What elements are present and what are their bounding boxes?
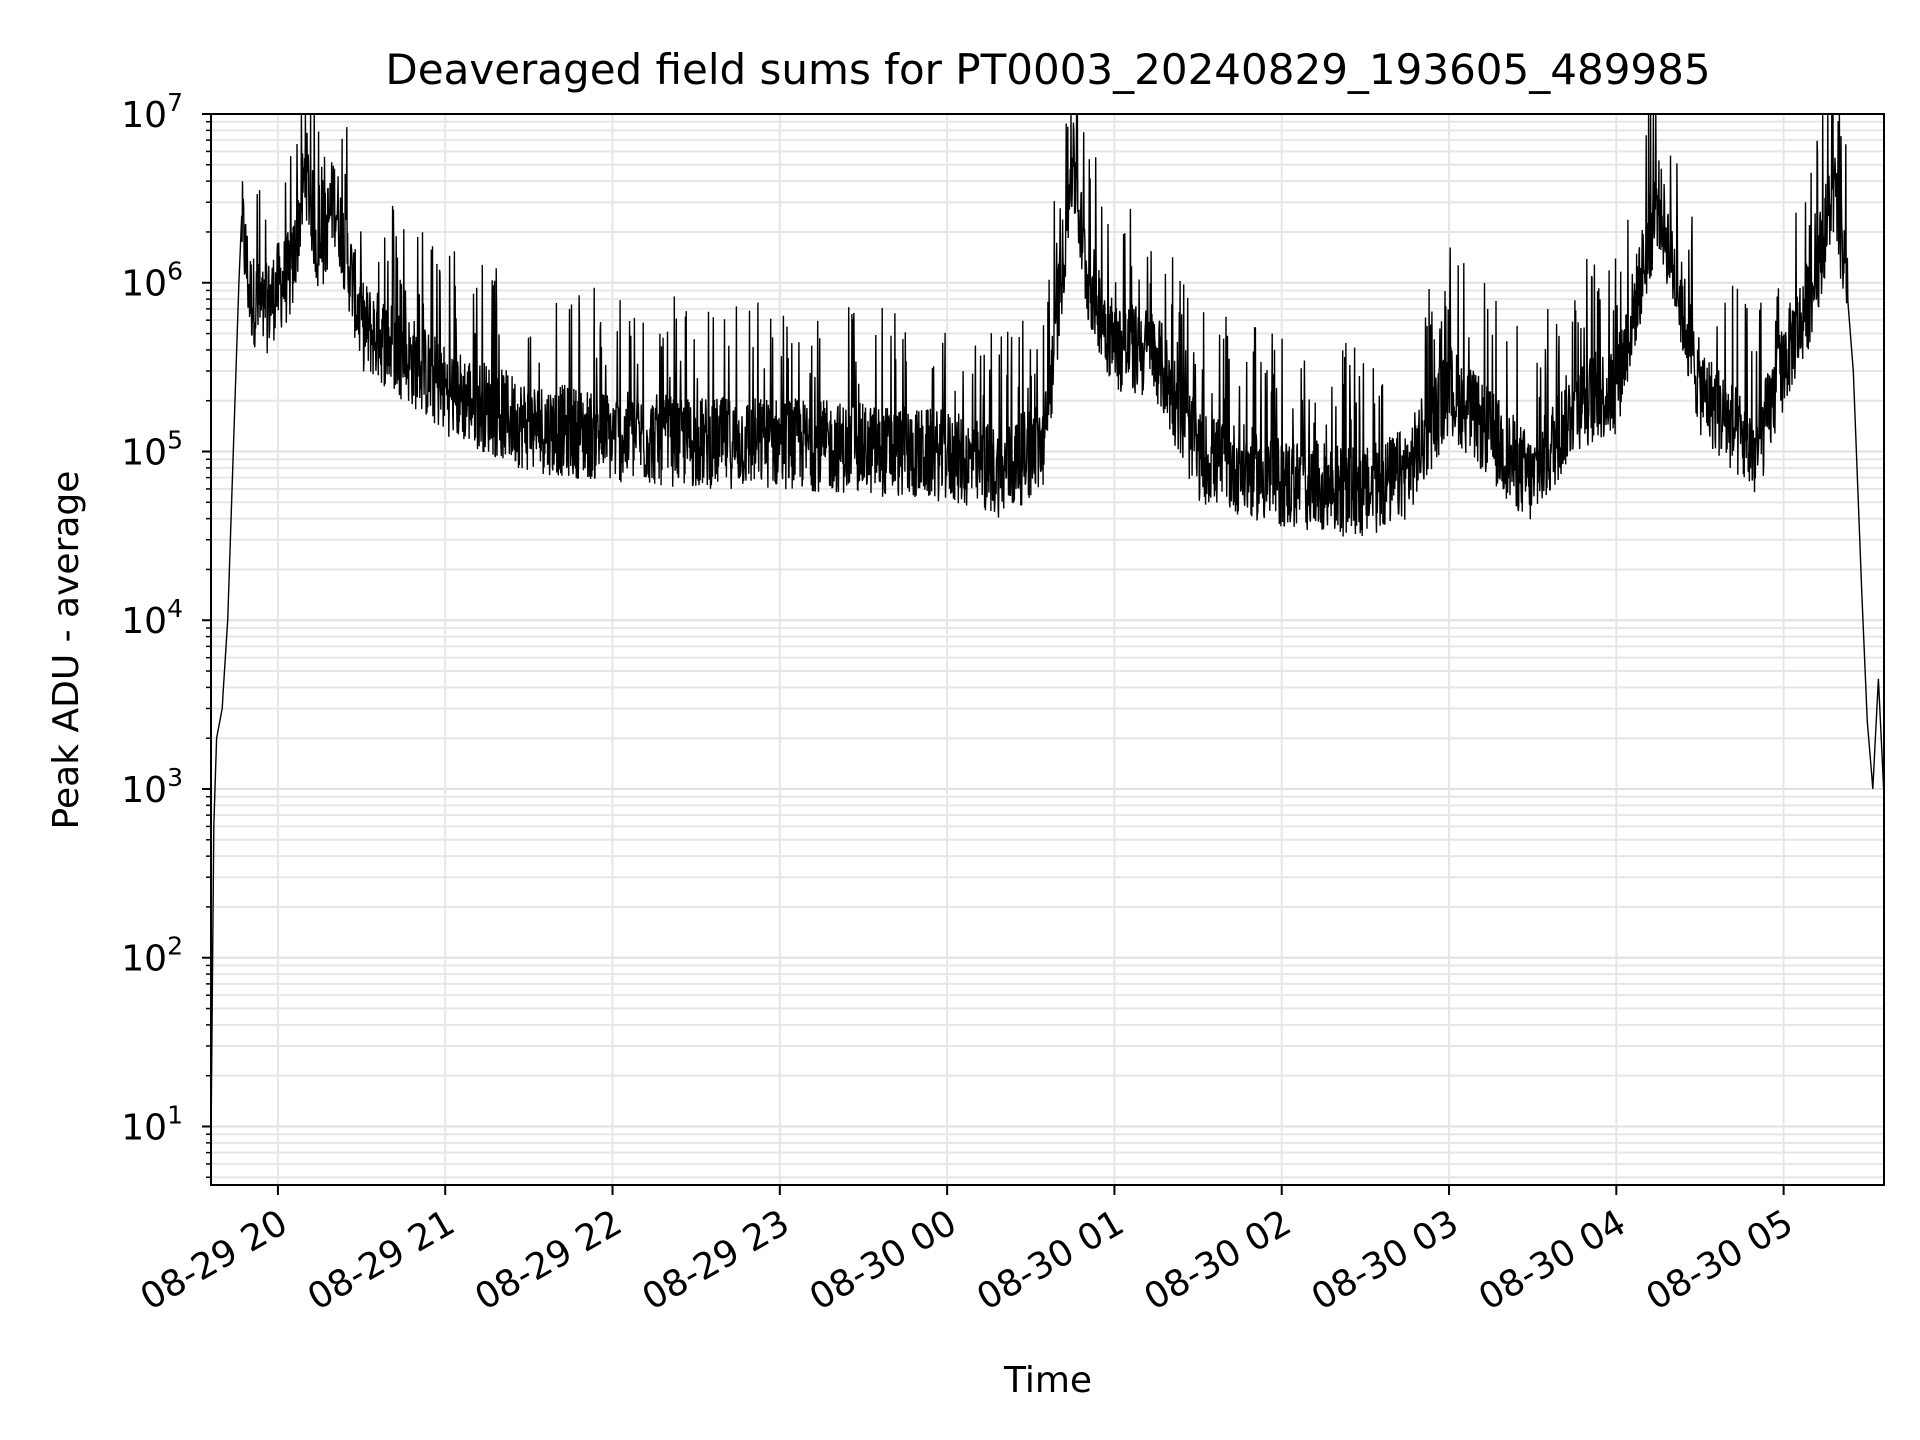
y-tick-label: 107 — [121, 88, 183, 136]
y-tick-label: 102 — [121, 932, 183, 980]
plot-frame — [210, 113, 1885, 1186]
y-tick-label: 105 — [121, 425, 183, 473]
y-axis: 101 102 103 104 105 106 107 — [121, 88, 211, 1179]
y-tick-label: 103 — [121, 763, 183, 811]
y-tick-label: 101 — [121, 1100, 183, 1148]
y-tick-label: 106 — [121, 257, 183, 305]
y-tick-label: 104 — [121, 594, 183, 642]
chart-title: Deaveraged field sums for PT0003_2024082… — [385, 45, 1710, 94]
y-axis-label: Peak ADU - average — [46, 471, 87, 830]
x-axis-label: Time — [1003, 1360, 1092, 1401]
series-line — [210, 113, 1885, 1143]
